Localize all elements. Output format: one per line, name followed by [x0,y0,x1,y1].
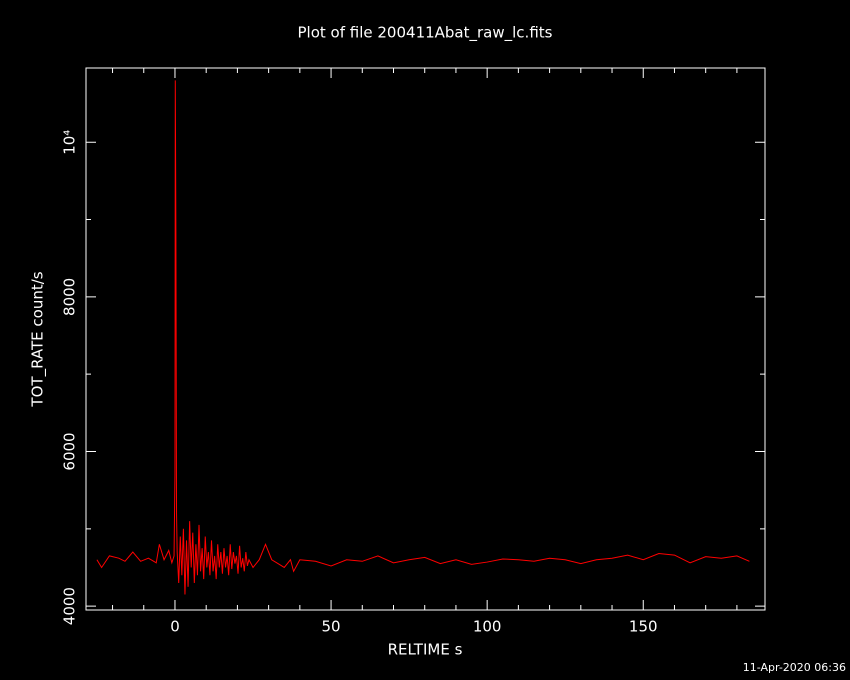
x-tick-label: 0 [170,618,180,636]
y-tick-label: 4000 [61,587,79,625]
y-tick-label: 6000 [61,432,79,470]
x-axis-label: RELTIME s [388,641,463,659]
chart-title: Plot of file 200411Abat_raw_lc.fits [298,24,553,43]
plot-frame [85,67,766,611]
x-tick-label: 100 [473,618,502,636]
y-axis-label: TOT_RATE count/s [29,271,48,407]
x-tick-label: 150 [629,618,658,636]
footer-timestamp: 11-Apr-2020 06:36 [743,661,846,674]
x-tick-label: 50 [322,618,341,636]
y-tick-label: 8000 [61,278,79,316]
y-tick-label: 10⁴ [61,130,79,155]
data-line [96,80,750,595]
